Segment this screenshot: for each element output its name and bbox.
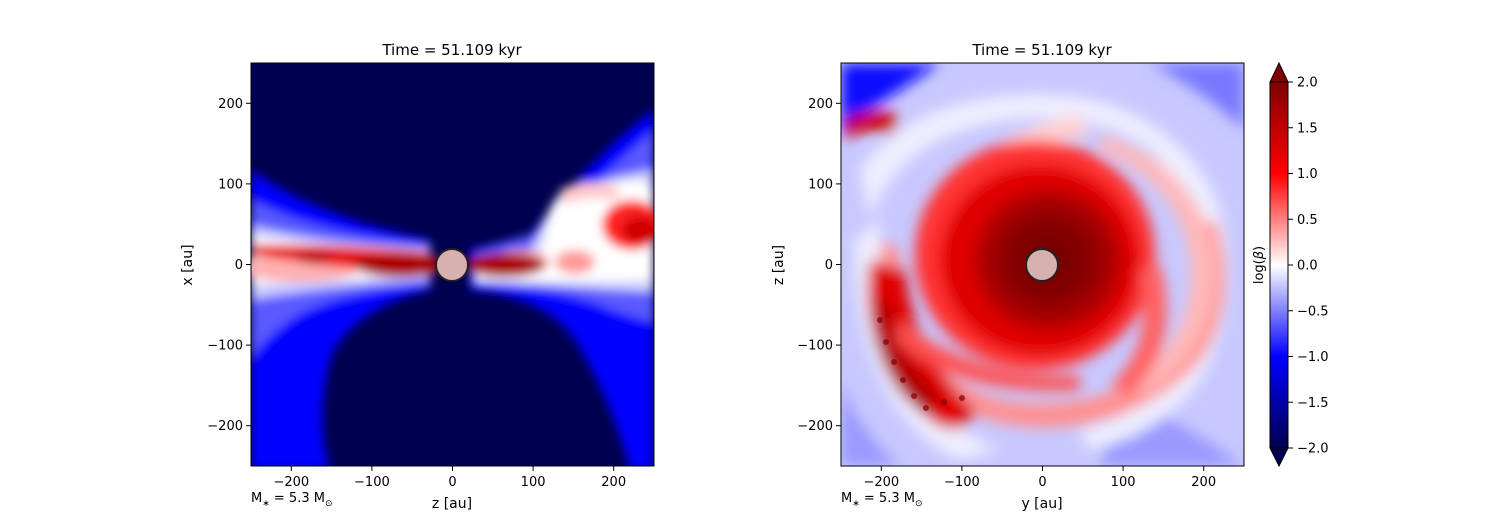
right-title: Time = 51.109 kyr xyxy=(971,41,1112,59)
colorbar-ticks: 2.0 1.5 1.0 0.5 0.0 −0.5 −1.0 −1.5 −2.0 xyxy=(1288,76,1329,457)
right-xlabel: y [au] xyxy=(1021,496,1062,512)
colorbar-label: log(β) xyxy=(1252,246,1267,284)
left-panel: Time = 51.109 kyr xyxy=(180,41,655,512)
right-ytick-label: 100 xyxy=(808,177,833,192)
right-xtick-label: 0 xyxy=(1038,475,1046,490)
right-star-marker xyxy=(1025,248,1059,282)
right-ytick-label: 0 xyxy=(825,258,833,273)
right-xtick-label: 100 xyxy=(1111,475,1136,490)
right-ytick-label: −100 xyxy=(797,339,833,354)
left-xtick-label: 200 xyxy=(601,475,626,490)
colorbar-tick-label: −0.5 xyxy=(1297,304,1329,319)
colorbar-gradient xyxy=(1269,81,1289,449)
right-mass-annotation: M∗ = 5.3 M⊙ xyxy=(841,491,923,509)
left-xtick-label: 0 xyxy=(448,475,456,490)
colorbar-tick-label: −2.0 xyxy=(1297,442,1329,457)
left-heatmap xyxy=(251,63,654,466)
left-ylabel: x [au] xyxy=(180,244,196,285)
left-ytick-label: 0 xyxy=(235,258,243,273)
right-xtick-label: −200 xyxy=(863,475,899,490)
left-ytick-label: 100 xyxy=(218,177,243,192)
left-ytick-label: −100 xyxy=(207,339,243,354)
left-mass-annotation: M∗ = 5.3 M⊙ xyxy=(251,491,333,509)
colorbar-tick-label: 1.5 xyxy=(1297,121,1318,136)
colorbar-tick-label: 0.0 xyxy=(1297,259,1318,274)
colorbar-tick-label: −1.5 xyxy=(1297,396,1329,411)
left-ytick-label: −200 xyxy=(207,419,243,434)
colorbar-tick-label: −1.0 xyxy=(1297,350,1329,365)
left-xtick-label: 100 xyxy=(521,475,546,490)
left-xlabel: z [au] xyxy=(432,496,472,512)
colorbar-extend-bottom xyxy=(1269,447,1289,468)
right-xtick-label: 200 xyxy=(1191,475,1216,490)
right-ytick-label: 200 xyxy=(808,97,833,112)
right-xtick-label: −100 xyxy=(944,475,980,490)
left-ytick-label: 200 xyxy=(218,97,243,112)
right-panel: Time = 51.109 kyr xyxy=(771,41,1245,512)
colorbar-tick-label: 0.5 xyxy=(1297,213,1318,228)
colorbar-tick-label: 2.0 xyxy=(1297,76,1318,91)
colorbar-tick-label: 1.0 xyxy=(1297,167,1318,182)
colorbar-extend-top xyxy=(1269,61,1289,83)
left-star-marker xyxy=(435,248,469,282)
left-axis-ticks: −200 −100 0 100 200 −200 −100 0 100 200 xyxy=(207,97,626,490)
left-xtick-label: −100 xyxy=(354,475,390,490)
right-ylabel: z [au] xyxy=(771,245,787,285)
left-title: Time = 51.109 kyr xyxy=(381,41,522,59)
left-xtick-label: −200 xyxy=(273,475,309,490)
colorbar: 2.0 1.5 1.0 0.5 0.0 −0.5 −1.0 −1.5 −2.0 log(β) xyxy=(1252,61,1329,468)
right-axis-ticks: −200 −100 0 100 200 −200 −100 0 100 200 xyxy=(797,97,1216,490)
right-ytick-label: −200 xyxy=(797,419,833,434)
